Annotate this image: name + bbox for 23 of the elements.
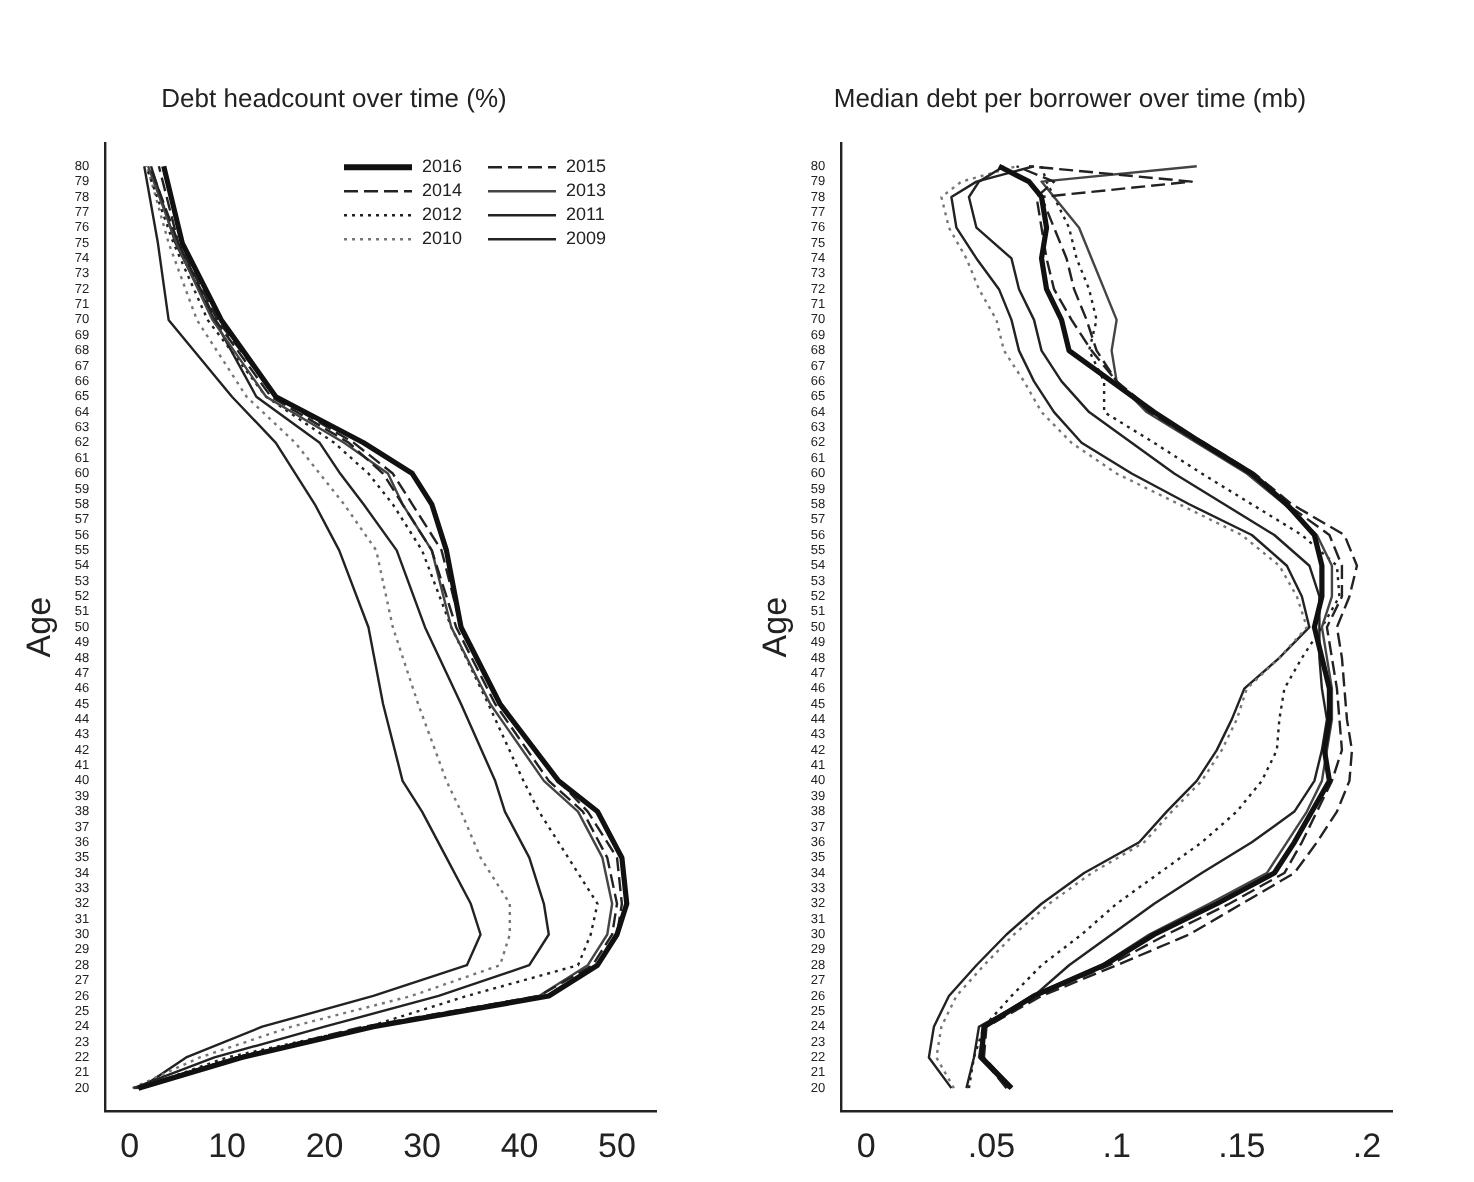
legend-label: 2015 [566, 156, 607, 177]
x-tick-label: 0 [120, 1126, 140, 1165]
legend-label: 2012 [422, 204, 463, 225]
y-axis-title: Age [755, 596, 794, 658]
x-tick-label: 30 [403, 1126, 441, 1165]
x-tick-label: .05 [967, 1126, 1016, 1165]
x-tick-label: 20 [305, 1126, 344, 1165]
x-tick-label: .15 [1218, 1126, 1266, 1165]
x-tick-label: .2 [1352, 1126, 1382, 1165]
x-tick-label: .1 [1102, 1126, 1131, 1165]
x-tick-label: 50 [598, 1126, 636, 1165]
legend-label: 2009 [566, 228, 607, 249]
legend-label: 2014 [422, 180, 463, 201]
y-axis-title: Age [19, 596, 58, 658]
legend-label: 2013 [566, 180, 607, 201]
x-tick-label: 10 [208, 1126, 247, 1165]
legend-label: 2011 [566, 204, 605, 225]
x-tick-label: 40 [500, 1126, 539, 1165]
legend-label: 2010 [422, 228, 463, 249]
chart-title: Debt headcount over time (%) [161, 82, 507, 113]
chart-title: Median debt per borrower over time (mb) [833, 82, 1307, 113]
legend-label: 2016 [422, 156, 463, 177]
x-tick-label: 0 [856, 1126, 876, 1165]
